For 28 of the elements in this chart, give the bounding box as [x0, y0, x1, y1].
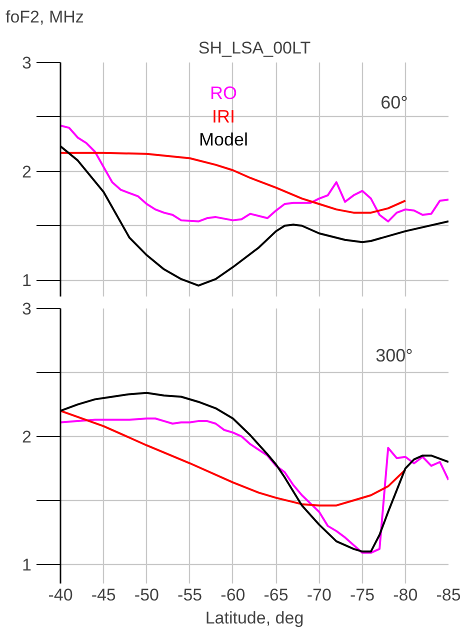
x-tick-label: -60: [220, 586, 246, 604]
x-tick-label: -70: [306, 586, 332, 604]
annotation: 60°: [380, 92, 408, 112]
x-tick-label: -65: [264, 586, 288, 604]
text: Model: [198, 130, 248, 150]
x-tick-label: -75: [350, 586, 375, 604]
x-tick-label: -55: [178, 586, 202, 604]
x-tick-label: -85: [436, 586, 461, 604]
text: RO: [210, 82, 237, 103]
y-axis-title: foF2, MHz: [6, 8, 84, 26]
line-series: [60, 418, 448, 554]
x-tick-label: -50: [134, 586, 160, 604]
text: IRI: [212, 106, 235, 126]
line-series: [60, 124, 448, 222]
line-series: [60, 410, 406, 506]
y-tick-label: 2: [22, 162, 32, 182]
x-tick-label: -40: [48, 586, 73, 604]
y-tick-label: 3: [22, 54, 32, 72]
annotation: 300°: [376, 345, 413, 366]
line-series: [60, 152, 406, 214]
y-tick-label: 3: [22, 300, 32, 318]
chart-title: SH_LSA_00LT: [198, 38, 311, 58]
y-tick-label: 2: [22, 427, 32, 446]
y-tick-label: 1: [22, 555, 32, 574]
x-tick-label: -45: [91, 586, 116, 604]
y-tick-label: 1: [22, 271, 32, 290]
x-axis-title: Latitude, deg: [205, 608, 304, 628]
x-tick-label: -80: [393, 586, 418, 604]
